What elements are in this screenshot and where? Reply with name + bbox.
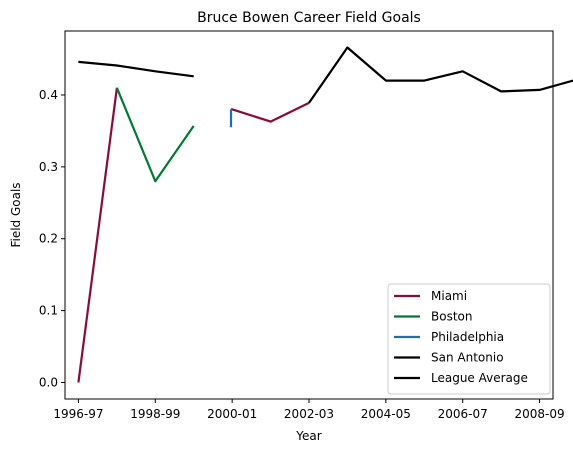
legend: Miami Boston Philadelphia San Antonio League…	[388, 284, 550, 394]
y-axis: 0.0 0.1 0.2 0.3 0.4	[39, 88, 65, 390]
y-tick-label: 0.1	[39, 304, 58, 318]
x-tick-label: 1998-99	[130, 407, 180, 421]
x-axis-label: Year	[295, 429, 321, 443]
legend-label: San Antonio	[431, 351, 504, 365]
series-line-1	[231, 103, 309, 122]
x-tick-label: 2002-03	[284, 407, 334, 421]
x-tick-label: 2000-01	[207, 407, 257, 421]
series-line-2	[117, 88, 194, 181]
legend-label: Miami	[431, 289, 467, 303]
x-tick-label: 2008-09	[514, 407, 564, 421]
chart-title: Bruce Bowen Career Field Goals	[197, 10, 421, 26]
legend-label: League Average	[431, 371, 528, 385]
series-line-4	[309, 48, 573, 103]
x-tick-label: 2004-05	[361, 407, 411, 421]
x-tick-label: 1996-97	[53, 407, 103, 421]
y-tick-label: 0.4	[39, 88, 58, 102]
x-tick-label: 2006-07	[438, 407, 488, 421]
y-axis-label: Field Goals	[9, 182, 23, 247]
y-tick-label: 0.2	[39, 232, 58, 246]
series-line-0	[78, 88, 117, 383]
y-tick-label: 0.0	[39, 375, 58, 389]
legend-label: Boston	[431, 310, 472, 324]
y-tick-label: 0.3	[39, 160, 58, 174]
x-axis: 1996-97 1998-99 2000-01 2002-03 2004-05 2006-…	[53, 399, 564, 421]
series-line-5	[78, 62, 193, 76]
legend-label: Philadelphia	[431, 330, 504, 344]
